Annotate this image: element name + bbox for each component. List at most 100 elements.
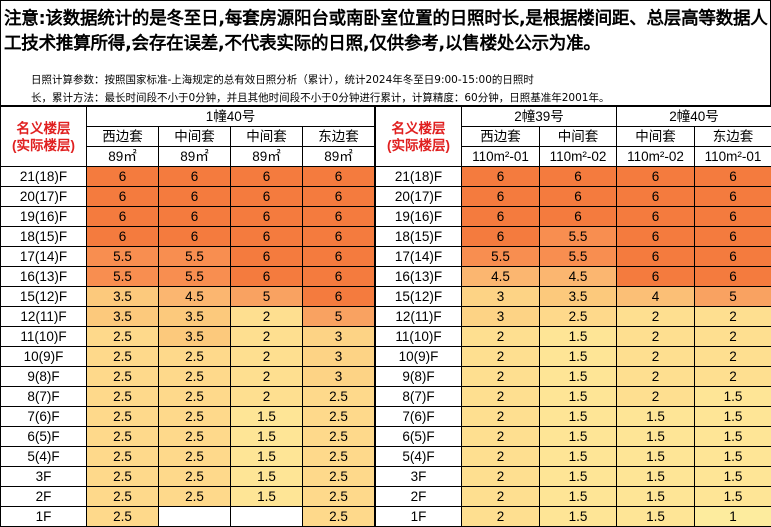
sunlight-hours-cell: 1.5 (695, 467, 771, 487)
sunlight-hours-cell: 6 (617, 267, 695, 287)
sunlight-hours-cell: 1.5 (617, 467, 695, 487)
sunlight-hours-cell: 2.5 (87, 427, 159, 447)
sunlight-hours-cell: 6 (462, 167, 540, 187)
sunlight-hours-cell: 1.5 (540, 327, 617, 347)
sunlight-hours-cell: 2 (695, 367, 771, 387)
floor-label: 19(16)F (1, 207, 87, 227)
sunlight-hours-cell: 1.5 (695, 487, 771, 507)
sunlight-hours-cell: 2 (617, 387, 695, 407)
notice-text: 注意:该数据统计的是冬至日,每套房源阳台或南卧室位置的日照时长,是根据楼间距、总… (4, 7, 770, 57)
sunlight-hours-cell: 1.5 (540, 447, 617, 467)
floor-label: 6(5)F (376, 427, 462, 447)
sunlight-hours-cell: 6 (695, 267, 771, 287)
sunlight-hours-cell: 2.5 (159, 367, 231, 387)
sunlight-hours-cell: 3 (303, 367, 375, 387)
sunlight-hours-cell: 6 (303, 187, 375, 207)
unit-area: 110m²-02 (617, 147, 695, 167)
floor-label: 16(13)F (376, 267, 462, 287)
sunlight-hours-cell: 6 (231, 247, 303, 267)
sunlight-hours-cell: 2.5 (87, 407, 159, 427)
sunlight-hours-cell: 3.5 (87, 287, 159, 307)
sunlight-hours-cell: 2.5 (159, 407, 231, 427)
sunlight-hours-cell: 5.5 (540, 247, 617, 267)
sunlight-hours-cell: 2 (462, 507, 540, 527)
floor-label: 6(5)F (1, 427, 87, 447)
unit-area: 89㎡ (159, 147, 231, 167)
sunlight-hours-cell: 2.5 (159, 387, 231, 407)
floor-header-actual: (实际楼层) (387, 138, 450, 153)
building-header-row: 名义楼层(实际楼层)1幢40号 (1, 107, 375, 127)
floor-label: 2F (376, 487, 462, 507)
floor-label: 3F (376, 467, 462, 487)
sunlight-hours-cell: 6 (540, 167, 617, 187)
sunlight-hours-cell: 2.5 (87, 447, 159, 467)
sunlight-hours-cell: 1.5 (540, 347, 617, 367)
floor-label: 11(10)F (1, 327, 87, 347)
floor-label: 21(18)F (1, 167, 87, 187)
sunlight-hours-cell: 2 (617, 307, 695, 327)
sunlight-hours-cell: 2.5 (87, 347, 159, 367)
floor-label: 19(16)F (376, 207, 462, 227)
sunlight-hours-cell: 2 (462, 387, 540, 407)
sunlight-hours-cell: 1.5 (231, 447, 303, 467)
sunlight-hours-cell: 5.5 (159, 247, 231, 267)
sunlight-hours-cell: 2.5 (159, 347, 231, 367)
sunlight-hours-cell: 2 (462, 347, 540, 367)
sunlight-hours-cell: 2.5 (87, 387, 159, 407)
sunlight-hours-cell: 3 (462, 287, 540, 307)
sunlight-hours-cell: 2 (695, 347, 771, 367)
sunlight-hours-cell: 5.5 (462, 247, 540, 267)
sunlight-hours-cell: 2 (695, 327, 771, 347)
unit-name: 西边套 (462, 127, 540, 147)
sunlight-hours-cell: 1.5 (540, 367, 617, 387)
sunlight-hours-cell: 5 (695, 287, 771, 307)
sunlight-hours-cell: 3.5 (87, 307, 159, 327)
sunlight-hours-cell: 2.5 (87, 467, 159, 487)
sunlight-hours-cell: 2.5 (303, 427, 375, 447)
sunlight-hours-cell: 3 (303, 347, 375, 367)
sunlight-hours-cell: 2.5 (303, 467, 375, 487)
building-name: 2幢40号 (617, 107, 771, 127)
floor-label: 21(18)F (376, 167, 462, 187)
sunlight-hours-cell: 6 (231, 187, 303, 207)
sunlight-hours-cell (231, 507, 303, 527)
sunlight-hours-cell: 6 (617, 247, 695, 267)
floor-label: 5(4)F (1, 447, 87, 467)
parameters-line-1: 日照计算参数：按照国家标准-上海规定的总有效日照分析（累计），统计2024年冬至… (31, 71, 771, 89)
floor-label: 20(17)F (376, 187, 462, 207)
sunlight-hours-cell: 5 (231, 287, 303, 307)
sunlight-hours-cell: 6 (231, 267, 303, 287)
sunlight-hours-cell: 1.5 (695, 447, 771, 467)
sunlight-hours-cell: 1.5 (231, 487, 303, 507)
floor-label: 11(10)F (376, 327, 462, 347)
calculation-parameters: 日照计算参数：按照国家标准-上海规定的总有效日照分析（累计），统计2024年冬至… (31, 71, 771, 107)
unit-name: 中间套 (540, 127, 617, 147)
sunlight-hours-cell: 6 (87, 167, 159, 187)
sunlight-hours-cell: 2.5 (87, 367, 159, 387)
sunlight-hours-cell: 5.5 (87, 267, 159, 287)
floor-label: 10(9)F (1, 347, 87, 367)
floor-label: 20(17)F (1, 187, 87, 207)
sunlight-hours-cell: 1.5 (617, 447, 695, 467)
floor-label: 16(13)F (1, 267, 87, 287)
sunlight-hours-cell: 2.5 (87, 487, 159, 507)
floor-label: 18(15)F (1, 227, 87, 247)
floor-label: 9(8)F (376, 367, 462, 387)
sunlight-hours-cell: 6 (303, 227, 375, 247)
sunlight-hours-cell: 6 (303, 247, 375, 267)
